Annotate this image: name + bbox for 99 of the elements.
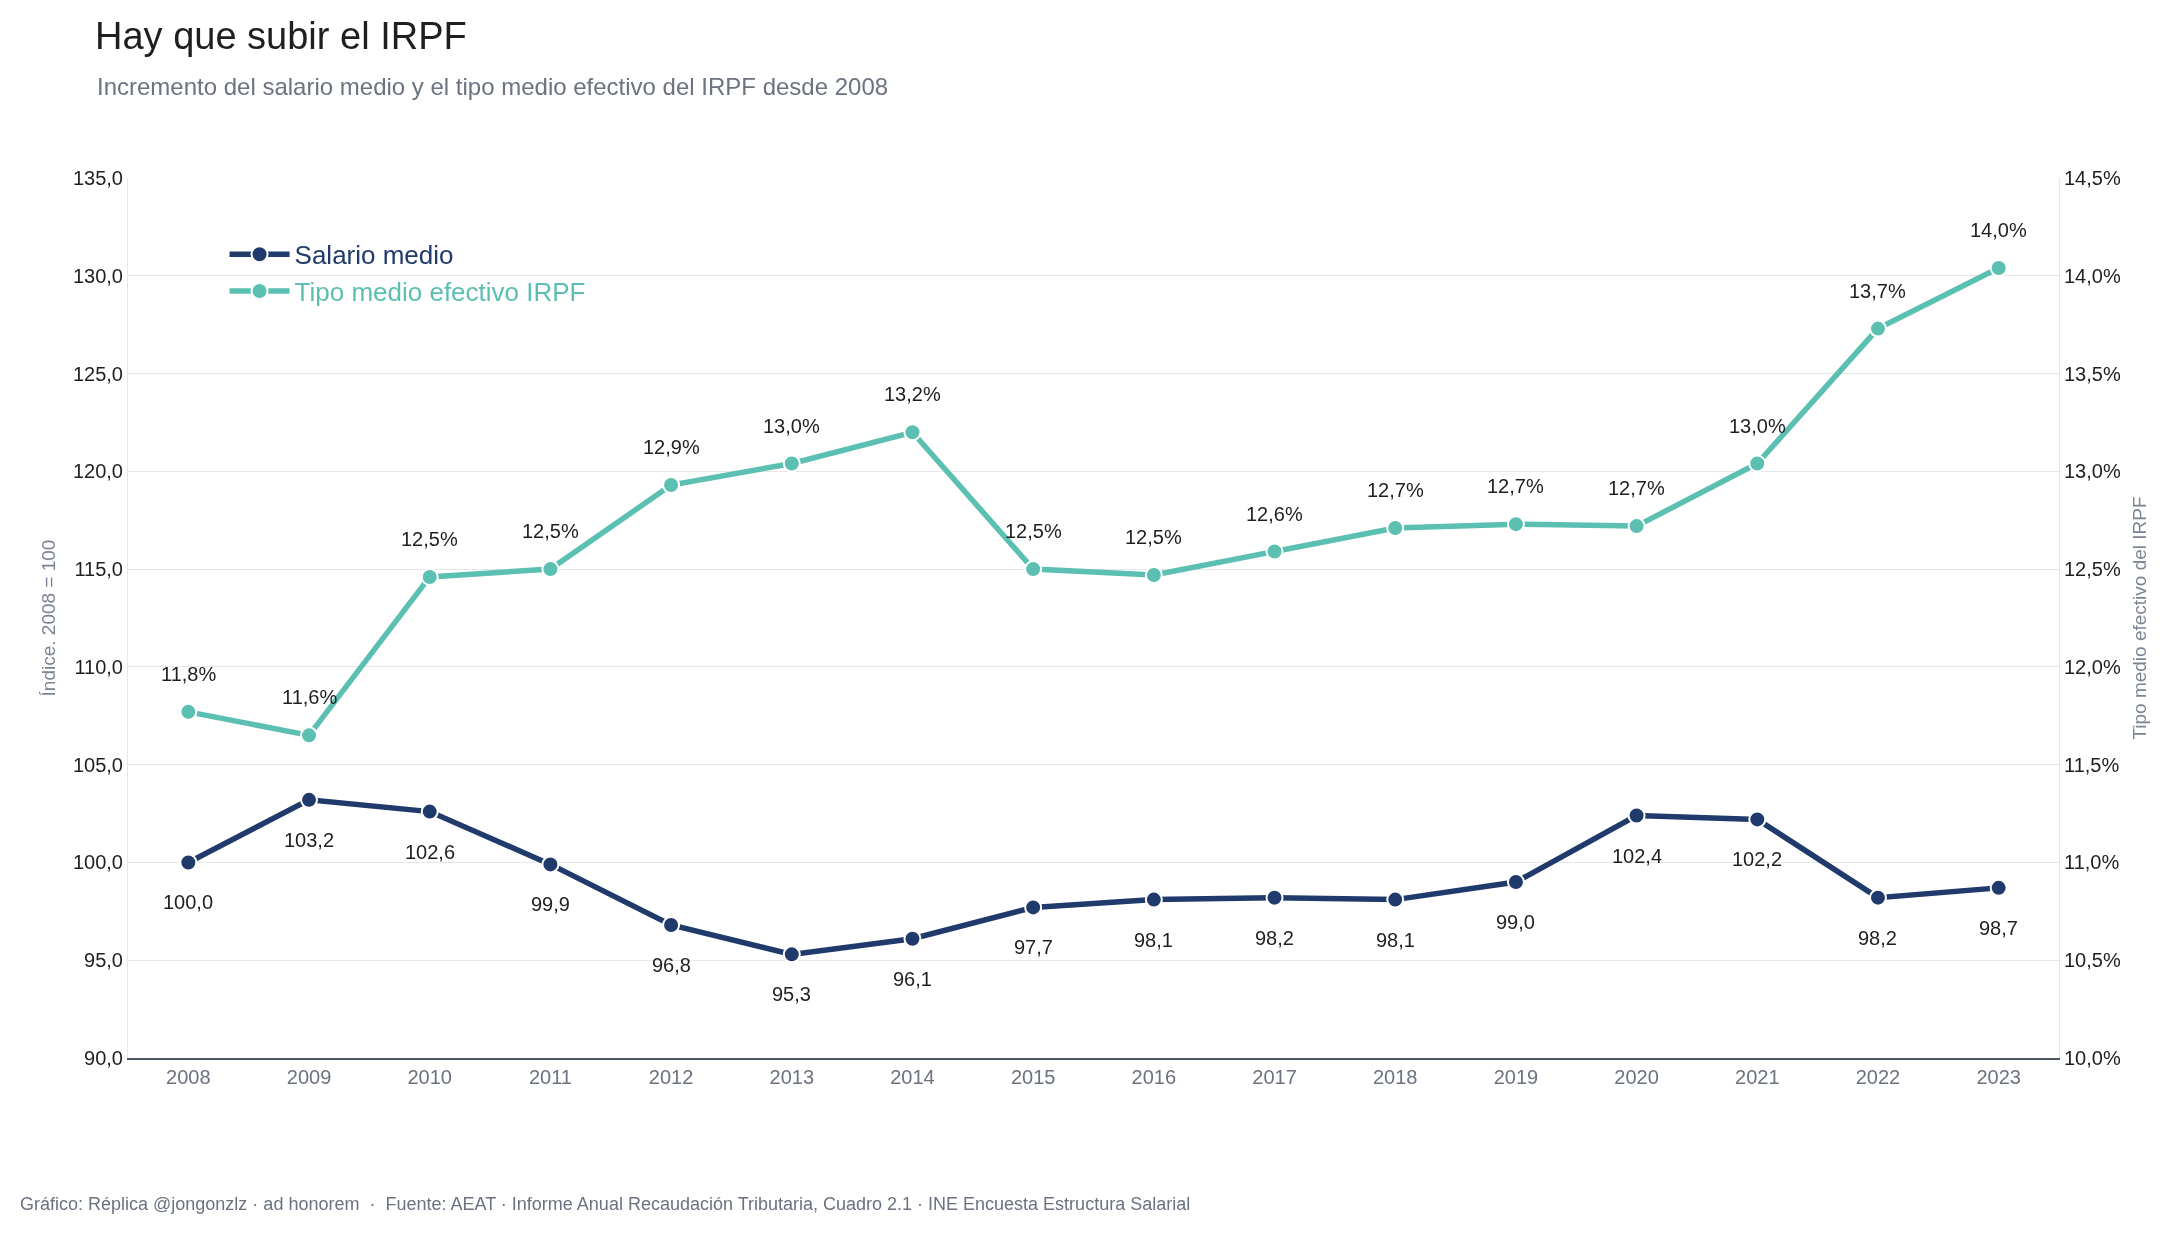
data-label: 14,0% [1970, 219, 2027, 241]
y-axis-title: Índice. 2008 = 100 [37, 539, 59, 697]
data-label: 99,0 [1496, 911, 1535, 933]
point [782, 945, 801, 964]
data-label: 12,6% [1246, 503, 1303, 525]
data-label: 11,8% [161, 663, 217, 685]
x-tick-label: 2011 [528, 1065, 572, 1088]
point [1748, 810, 1767, 829]
point [1748, 454, 1767, 473]
y2-tick-label: 14,5% [2064, 167, 2121, 189]
data-label: 102,2 [1732, 848, 1783, 870]
x-tick-label: 2014 [890, 1065, 935, 1088]
y-tick-label: 130,0 [72, 264, 123, 287]
data-label: 13,7% [1849, 280, 1906, 302]
data-label: 99,9 [531, 893, 570, 915]
x-tick-label: 2012 [648, 1065, 694, 1088]
data-label: 98,2 [1858, 927, 1897, 949]
data-label: 13,0% [763, 415, 820, 437]
point [1506, 515, 1525, 534]
x-tick-label: 2009 [286, 1065, 332, 1088]
x-tick-label: 2008 [166, 1065, 211, 1088]
x-tick-label: 2023 [1976, 1065, 2021, 1088]
point [1868, 888, 1887, 907]
text: Gráfico: Réplica @jongonzlz · ad honorem · Fuente: AEAT · Informe Anual Recaudación Tributaria, Cuadro 2.1 · INE Encuesta Estructura Salarial [20, 1194, 1191, 1214]
point [541, 855, 560, 874]
point [903, 423, 922, 442]
chart-subtitle: Incremento del salario medio y el tipo medio efectivo del IRPF desde 2008 [97, 73, 889, 100]
y-tick-label: 125,0 [72, 362, 123, 385]
point [903, 929, 922, 948]
point [1989, 878, 2008, 897]
y-tick-label: 100,0 [72, 851, 123, 874]
y2-tick-label: 11,0% [2064, 851, 2120, 874]
point [1386, 890, 1405, 909]
x-tick-label: 2018 [1372, 1065, 1418, 1088]
legend-label: Salario medio [294, 240, 454, 271]
y-tick-label: 105,0 [72, 753, 123, 776]
y2-tick-label: 11,5% [2064, 753, 2120, 776]
point [1144, 890, 1163, 909]
x-tick-label: 2015 [1010, 1065, 1056, 1088]
point [1627, 806, 1646, 825]
y2-tick-label: 13,0% [2064, 460, 2121, 483]
point [1868, 319, 1887, 338]
point [420, 567, 439, 586]
x-tick-label: 2017 [1252, 1065, 1297, 1088]
point [300, 790, 319, 809]
point [179, 853, 198, 872]
data-label: 95,3 [772, 983, 811, 1005]
y2-tick-label: 12,0% [2064, 655, 2121, 678]
y-tick-label: 90,0 [84, 1047, 123, 1069]
x-tick-label: 2019 [1493, 1065, 1539, 1088]
y-tick-label: 115,0 [74, 558, 123, 581]
y2-tick-label: 10,5% [2064, 949, 2121, 972]
data-label: 11,6% [282, 686, 338, 708]
data-label: 12,5% [522, 520, 579, 542]
data-label: 12,7% [1608, 477, 1665, 499]
point [1265, 888, 1284, 907]
point [1506, 873, 1525, 891]
y-tick-label: 110,0 [74, 655, 123, 678]
data-label: 103,2 [284, 829, 335, 851]
point [420, 802, 439, 821]
data-label: 97,7 [1014, 936, 1053, 958]
data-label: 100,0 [163, 891, 214, 913]
y-tick-label: 95,0 [84, 949, 123, 972]
data-label: 98,2 [1255, 927, 1294, 949]
data-label: 102,4 [1612, 845, 1663, 867]
x-tick-label: 2022 [1855, 1065, 1901, 1088]
data-label: 13,0% [1729, 415, 1786, 437]
data-label: 12,5% [1125, 526, 1182, 548]
data-label: 98,1 [1376, 929, 1415, 951]
data-label: 13,2% [884, 383, 941, 405]
point [1265, 542, 1284, 561]
data-label: 12,9% [643, 436, 700, 458]
data-label: 102,6 [405, 841, 456, 863]
y-tick-label: 135,0 [72, 167, 123, 189]
data-label: 96,8 [652, 954, 691, 976]
data-label: 12,7% [1367, 479, 1424, 501]
chart-title: Hay que subir el IRPF [95, 15, 467, 58]
point [179, 702, 198, 721]
data-label: 98,7 [1979, 917, 2018, 939]
data-label: 12,5% [1005, 520, 1062, 542]
y2-tick-label: 13,5% [2064, 362, 2121, 385]
legend-label: Tipo medio efectivo IRPF [294, 277, 586, 308]
x-tick-label: 2016 [1131, 1065, 1177, 1088]
point [300, 726, 319, 745]
y2-axis-title: Tipo medio efectivo del IRPF [2128, 496, 2150, 740]
y2-tick-label: 12,5% [2064, 558, 2121, 581]
data-label: 12,7% [1487, 475, 1544, 497]
data-label: 96,1 [893, 968, 932, 990]
x-tick-label: 2010 [407, 1065, 452, 1088]
point [782, 454, 801, 473]
data-label: 12,5% [401, 528, 458, 550]
x-tick-label: 2013 [769, 1065, 815, 1088]
y-tick-label: 120,0 [72, 460, 123, 483]
x-tick-label: 2021 [1735, 1065, 1780, 1088]
data-label: 98,1 [1134, 929, 1173, 951]
point [1024, 898, 1043, 917]
x-tick-label: 2020 [1614, 1065, 1659, 1088]
y2-tick-label: 14,0% [2064, 264, 2121, 287]
y2-tick-label: 10,0% [2064, 1047, 2121, 1069]
